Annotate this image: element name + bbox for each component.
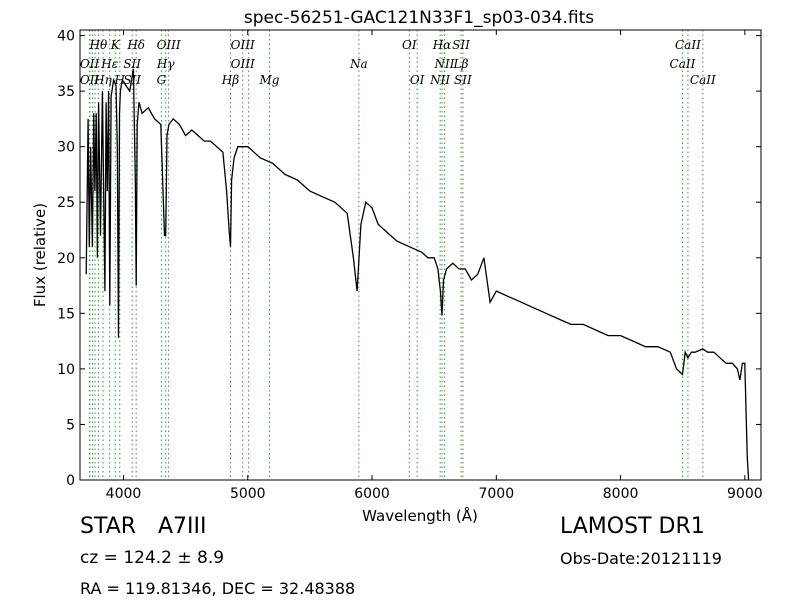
line-annotation-label: Hδ (126, 38, 145, 52)
line-annotation-label: CaII (670, 57, 696, 71)
line-annotation-label: G (157, 73, 167, 87)
plot-frame (79, 29, 762, 481)
line-annotation-label: Hα (432, 38, 452, 52)
line-annotation-label: CaII (675, 38, 701, 52)
line-annotation-label: Mg (259, 73, 280, 87)
line-annotation-label: Hθ (89, 38, 108, 52)
x-tick-label: 9000 (727, 486, 763, 502)
line-annotation-label: H (114, 73, 126, 87)
redshift-text: cz = 124.2 ± 8.9 (80, 548, 225, 568)
line-annotation-label: OIII (231, 57, 255, 71)
line-annotation-label: OIII (157, 38, 181, 52)
x-axis-label: Wavelength (Å) (362, 506, 478, 525)
x-tick-label: 4000 (106, 486, 142, 502)
obs-date: Obs-Date:20121119 (560, 549, 722, 568)
y-axis-label: Flux (relative) (31, 203, 49, 307)
line-annotation-label: Hη (93, 73, 112, 87)
line-annotation-label: K (110, 38, 121, 52)
line-annotation-label: Hε (100, 57, 118, 71)
x-tick-label: 7000 (478, 486, 514, 502)
y-tick-label: 20 (57, 251, 75, 267)
survey-name: LAMOST DR1 (560, 514, 705, 539)
x-tick-label: 6000 (354, 486, 390, 502)
y-tick-label: 0 (66, 473, 75, 489)
line-annotation-label: Lβ (453, 57, 469, 71)
y-tick-label: 10 (57, 362, 75, 378)
y-tick-label: 35 (57, 84, 75, 100)
line-annotation-label: Na (349, 57, 368, 71)
line-annotation-label: Hγ (156, 57, 175, 71)
x-tick-label: 5000 (230, 486, 266, 502)
line-annotation-label: OI (410, 73, 425, 87)
line-annotation-label: OII (80, 73, 100, 87)
line-annotation-label: SII (452, 38, 470, 52)
y-tick-label: 30 (57, 140, 75, 156)
line-markers (89, 30, 704, 480)
line-annotation-label: NII (433, 57, 454, 71)
x-axis-ticks: 4000 5000 6000 7000 8000 9000 (106, 30, 763, 502)
spectrum-line (85, 68, 750, 481)
line-annotation-label: SII (123, 57, 141, 71)
line-annotation-label: OIII (231, 38, 255, 52)
y-tick-label: 15 (57, 306, 75, 322)
line-annotation-label: NII (429, 73, 450, 87)
line-annotation-label: SII (454, 73, 472, 87)
line-annotation-label: OII (80, 57, 100, 71)
coordinates: RA = 119.81346, DEC = 32.48388 (80, 579, 356, 598)
object-type: STAR (80, 514, 137, 539)
chart-title: spec-56251-GAC121N33F1_sp03-034.fits (244, 8, 594, 28)
y-tick-label: 5 (66, 417, 75, 433)
y-tick-label: 40 (57, 29, 75, 45)
spectral-class: A7III (158, 514, 207, 539)
x-tick-label: 8000 (603, 486, 639, 502)
line-annotation-label: CaII (690, 73, 716, 87)
y-axis-ticks: 0 5 10 15 20 25 30 35 40 (57, 29, 761, 489)
line-annotation-label: Hβ (221, 73, 239, 87)
y-tick-label: 25 (57, 195, 75, 211)
line-annotation-label: OI (402, 38, 417, 52)
line-annotation-label: SII (123, 73, 141, 87)
